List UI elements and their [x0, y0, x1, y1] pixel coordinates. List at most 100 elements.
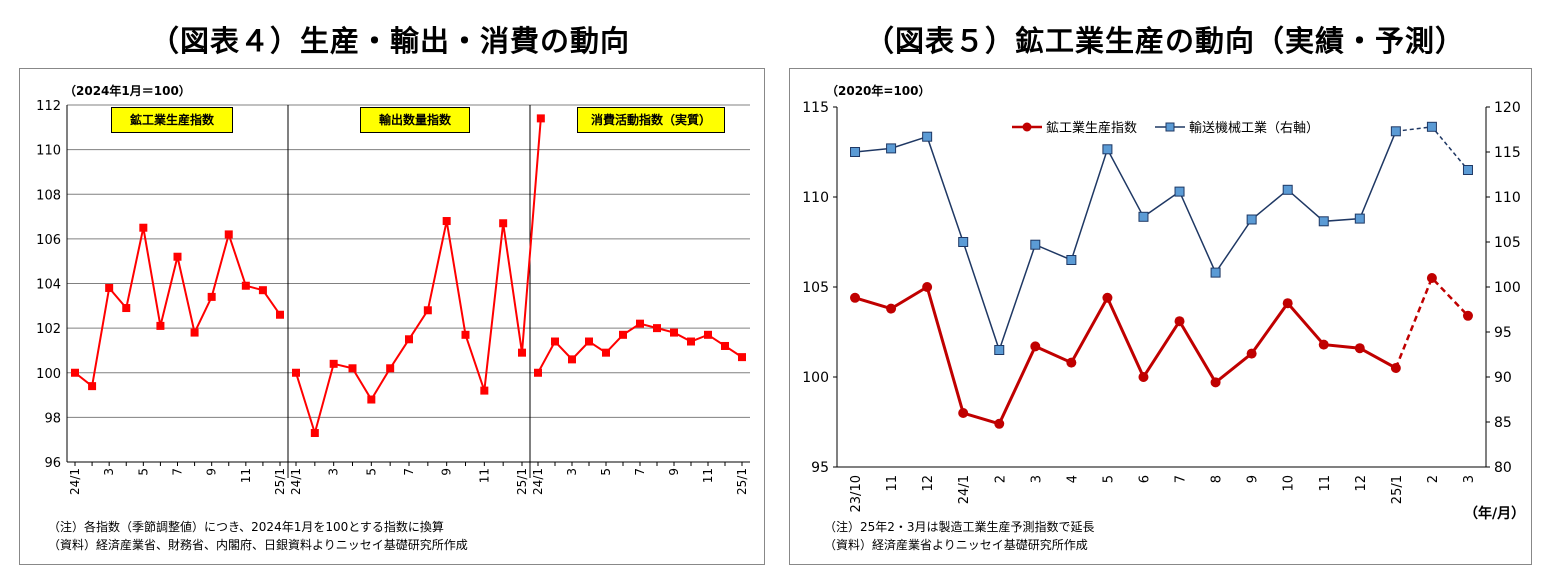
x-tick-label: 12	[921, 475, 936, 492]
y-tick-label: 106	[36, 233, 61, 248]
x-tick-label: 11	[1318, 475, 1333, 492]
y2-tick-label: 115	[1494, 145, 1521, 161]
legend-transport: 輸送機械工業（右軸）	[1155, 117, 1319, 136]
data-point	[602, 348, 610, 357]
data-point	[122, 304, 131, 313]
x-tick-label: 10	[1282, 475, 1297, 492]
x-tick-label: 11	[885, 475, 900, 492]
data-point	[687, 337, 695, 346]
production-point	[1390, 363, 1401, 373]
x-tick-label: 3	[327, 468, 341, 476]
production-point	[922, 282, 933, 292]
x-tick-label: 7	[1174, 475, 1189, 483]
data-point	[738, 353, 746, 362]
transport-point	[1030, 239, 1041, 250]
transport-point	[1354, 213, 1365, 224]
x-tick-label: 3	[1462, 475, 1477, 483]
production-point	[1174, 316, 1185, 327]
y2-tick-label: 120	[1494, 100, 1521, 116]
right-chart-title: （図表５）鉱工業生産の動向（実績・予測）	[865, 24, 1466, 58]
x-tick-label: 5	[1101, 475, 1116, 483]
data-point	[405, 335, 413, 344]
transport-point	[1210, 267, 1221, 278]
transport-point	[1102, 144, 1113, 155]
right-chart-xunit: （年/月）	[1464, 506, 1526, 522]
data-point	[619, 330, 627, 339]
transport-point	[994, 345, 1005, 355]
data-point	[534, 368, 542, 377]
x-tick-label: 25/1	[1390, 475, 1405, 504]
data-point	[105, 283, 114, 292]
production-point	[958, 408, 969, 418]
x-tick-label: 9	[1246, 475, 1261, 483]
production-point	[1210, 377, 1221, 388]
data-point	[224, 230, 233, 239]
x-tick-label: 5	[599, 468, 613, 476]
data-point	[207, 292, 216, 301]
production-point	[1282, 298, 1293, 309]
y-tick-label: 98	[44, 411, 61, 426]
data-point	[461, 330, 470, 339]
production-forecast-line	[1394, 275, 1469, 369]
transport-point	[1246, 214, 1257, 225]
left-chart-title: （図表４）生産・輸出・消費の動向	[150, 24, 631, 58]
data-point	[653, 324, 661, 333]
production-point	[994, 418, 1005, 429]
y-tick-label: 110	[802, 190, 829, 206]
transport-forecast-line	[1395, 126, 1469, 171]
y2-tick-label: 95	[1494, 325, 1512, 341]
x-tick-label: 9	[205, 468, 219, 476]
legend-transport-label: 輸送機械工業（右軸）	[1189, 121, 1320, 136]
transport-point	[1318, 216, 1329, 227]
transport-point	[1390, 126, 1401, 137]
y2-tick-label: 105	[1494, 235, 1521, 251]
transport-line	[854, 131, 1397, 353]
transport-point	[922, 131, 933, 142]
data-point	[536, 114, 545, 123]
data-point	[386, 364, 395, 373]
right-chart-plot: 951001051101158085909510010511011512023/…	[802, 100, 1521, 512]
production-point	[1066, 357, 1077, 368]
x-tick-label: 24/1	[289, 468, 303, 495]
data-point	[499, 219, 508, 228]
transport-point	[1066, 255, 1077, 265]
y2-tick-label: 80	[1494, 460, 1512, 476]
panel-label-consumption: 消費活動指数（実質）	[577, 107, 725, 133]
y2-tick-label: 100	[1494, 280, 1521, 296]
data-point	[310, 428, 319, 437]
production-point	[1354, 343, 1365, 354]
y2-tick-label: 110	[1494, 190, 1521, 206]
right-chart-source: （資料）経済産業省よりニッセイ基礎研究所作成	[824, 538, 1088, 552]
x-tick-label: 3	[565, 468, 579, 476]
x-tick-label: 5	[364, 468, 378, 476]
production-point	[1138, 372, 1149, 382]
production-point	[1246, 348, 1257, 359]
x-tick-label: 5	[136, 468, 150, 476]
x-tick-label: 3	[1029, 475, 1044, 483]
x-tick-label: 6	[1137, 475, 1152, 483]
data-point	[551, 337, 559, 346]
x-tick-label: 11	[701, 468, 715, 483]
y-tick-label: 105	[802, 280, 829, 296]
left-chart-unit: （2024年1月＝100）	[64, 84, 191, 98]
x-tick-label: 7	[402, 468, 416, 476]
data-point	[348, 364, 357, 373]
y2-tick-label: 85	[1494, 415, 1512, 431]
data-point	[518, 348, 526, 357]
production-point	[1462, 310, 1473, 321]
y-tick-label: 96	[44, 456, 61, 471]
data-point	[704, 330, 712, 339]
production-point	[886, 303, 897, 314]
data-point	[156, 321, 165, 330]
y-tick-label: 108	[36, 188, 61, 203]
x-tick-label: 25/1	[515, 468, 529, 495]
data-point	[442, 217, 451, 226]
data-point	[329, 359, 338, 368]
y-tick-label: 115	[802, 100, 829, 116]
x-tick-label: 7	[633, 468, 647, 476]
data-point	[258, 286, 267, 295]
data-point	[292, 368, 300, 377]
left-chart-source: （資料）経済産業省、財務省、内閣府、日銀資料よりニッセイ基礎研究所作成	[48, 538, 468, 552]
transport-point	[850, 147, 861, 157]
